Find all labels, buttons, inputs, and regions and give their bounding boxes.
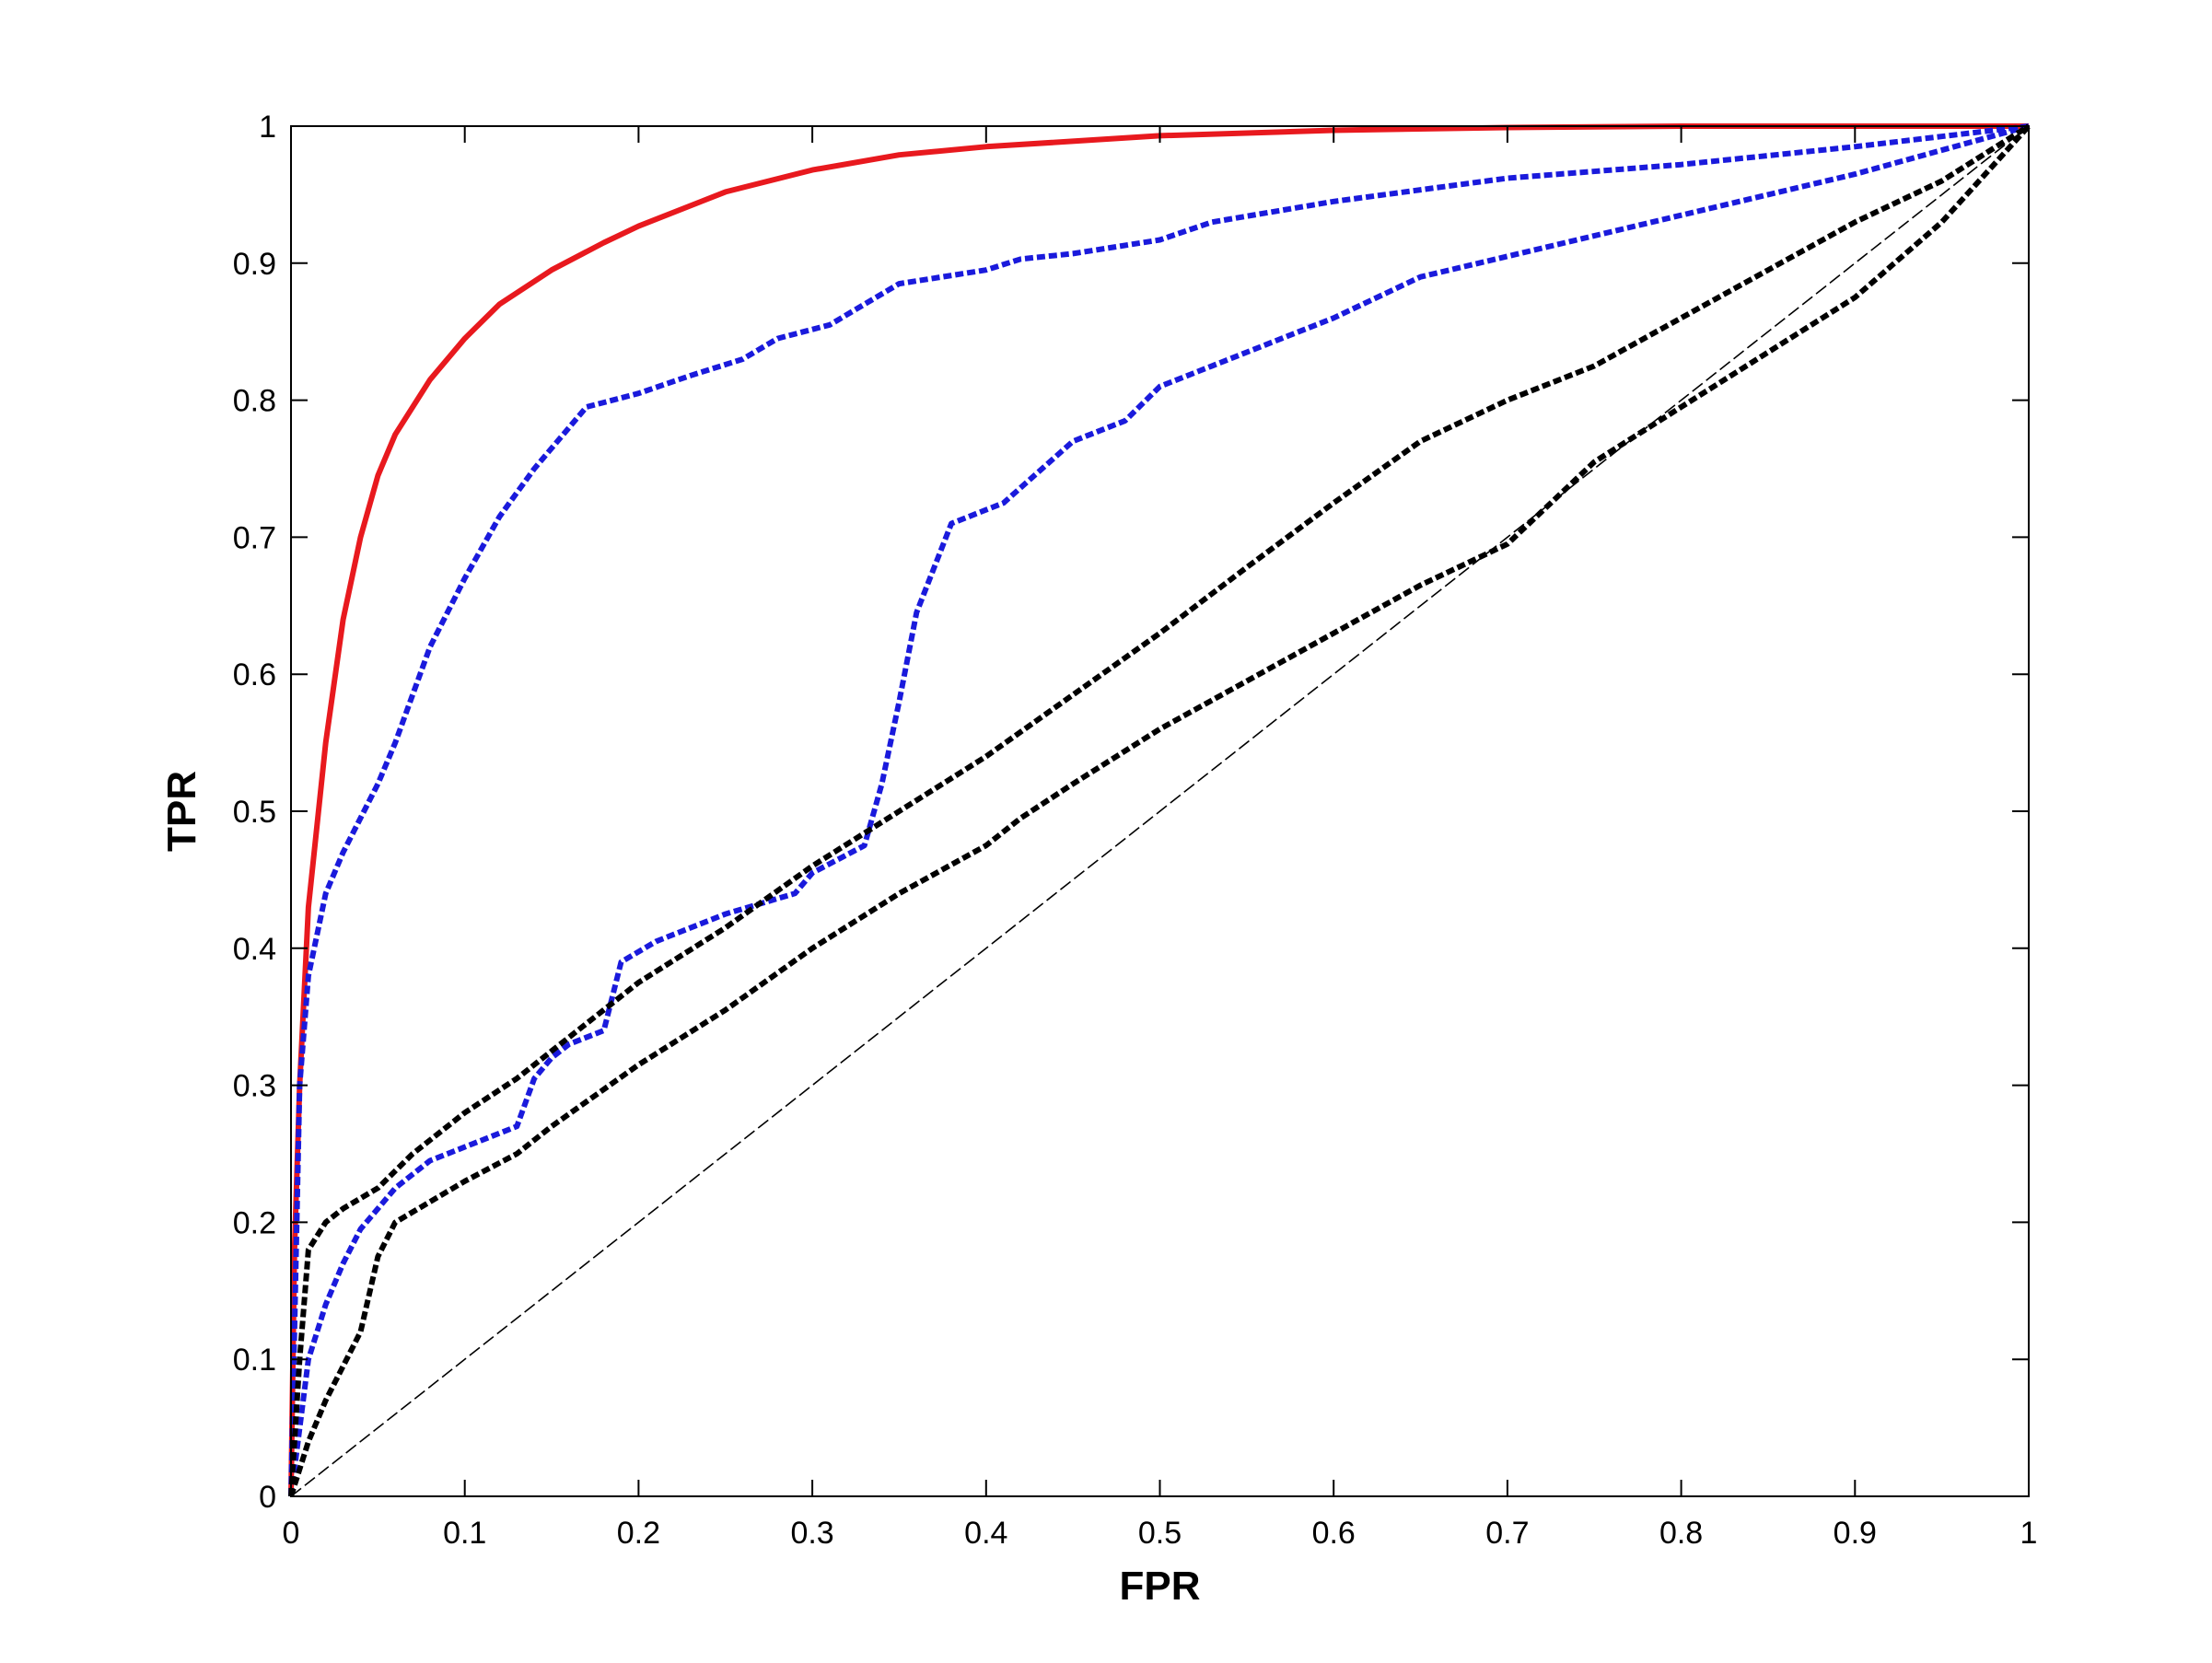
- y-axis-title: TPR: [159, 771, 204, 852]
- y-tick-label: 0.5: [233, 795, 276, 830]
- x-axis-title: FPR: [1120, 1564, 1201, 1609]
- y-tick-label: 0: [259, 1480, 276, 1515]
- x-tick-label: 0.5: [1138, 1516, 1182, 1551]
- series-line-6: [290, 125, 2030, 1497]
- y-tick-label: 0.7: [233, 520, 276, 555]
- y-tick-label: 1: [259, 110, 276, 145]
- y-tick-label: 0.9: [233, 247, 276, 282]
- x-tick-label: 1: [2020, 1516, 2038, 1551]
- x-tick-label: 0.4: [964, 1516, 1007, 1551]
- x-tick-label: 0.3: [790, 1516, 833, 1551]
- y-tick-label: 0.6: [233, 657, 276, 692]
- y-tick-label: 0.8: [233, 384, 276, 419]
- y-tick-label: 0.2: [233, 1205, 276, 1240]
- series-line-5: [288, 123, 2032, 1497]
- x-tick-label: 0: [283, 1516, 300, 1551]
- y-tick-label: 0.3: [233, 1069, 276, 1104]
- tick-layer: 0 0.1 0.2 0.3 0.4 0.5 0.6 0.7 0.8 0.9 1 0 0.1 0.2 0.3 0…: [233, 110, 2038, 1551]
- y-tick-label: 0.1: [233, 1343, 276, 1378]
- series-line-2: [288, 123, 2030, 1497]
- x-tick-label: 0.7: [1485, 1516, 1529, 1551]
- y-tick-label: 0.4: [233, 932, 276, 967]
- plot-frame: [290, 125, 2030, 1497]
- x-tick-label: 0.8: [1659, 1516, 1703, 1551]
- x-tick-label: 0.2: [617, 1516, 660, 1551]
- x-tick-label: 0.9: [1834, 1516, 1877, 1551]
- x-tick-label: 0.6: [1312, 1516, 1356, 1551]
- x-tick-label: 0.1: [443, 1516, 486, 1551]
- series-line-4: [288, 123, 2031, 1497]
